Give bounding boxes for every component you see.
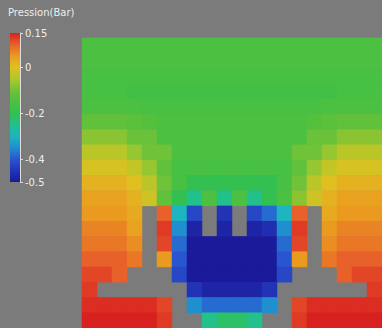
svg-text:0: 0	[25, 62, 31, 73]
svg-text:-0.4: -0.4	[25, 154, 45, 165]
svg-text:Pression(Bar): Pression(Bar)	[8, 7, 75, 18]
svg-text:0.15: 0.15	[25, 28, 47, 39]
svg-text:-0.2: -0.2	[25, 108, 45, 119]
svg-text:-0.5: -0.5	[25, 177, 45, 188]
